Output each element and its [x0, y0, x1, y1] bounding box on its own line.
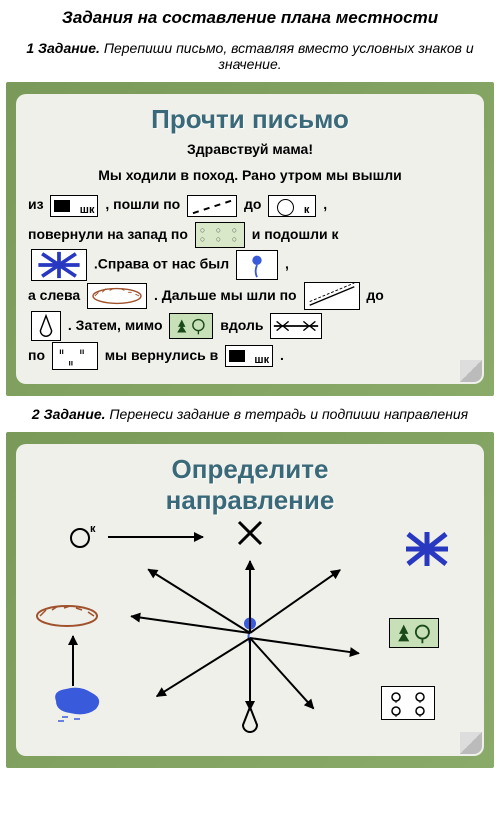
- well-label: к: [304, 199, 310, 222]
- card2: Определите направление к: [16, 444, 484, 756]
- task1-number: 1 Задание.: [26, 40, 100, 56]
- arrow-se: [249, 637, 314, 709]
- t: из: [28, 196, 44, 212]
- task1-instruction: Перепиши письмо, вставляя вместо условны…: [104, 40, 474, 56]
- t: вдоль: [220, 317, 263, 333]
- diagram-forest: [386, 618, 442, 648]
- diagram-garden: [378, 686, 438, 720]
- line5: а слева . Дальше мы шли по до: [28, 281, 472, 310]
- letter-greeting: Здравствуй мама!: [28, 141, 472, 157]
- card2-wrap: Определите направление к: [6, 432, 494, 768]
- task2-text: 2 Задание. Перенеси задание в тетрадь и …: [6, 406, 494, 422]
- corner-fold-icon: [460, 360, 482, 382]
- arrow-e: [250, 637, 359, 654]
- t: , пошли по: [105, 196, 180, 212]
- symbol-footpath: [187, 195, 237, 217]
- card1-title: Прочти письмо: [28, 104, 472, 135]
- t: ,: [323, 196, 327, 212]
- symbol-ravine: [87, 283, 147, 309]
- diagram-lake: [48, 683, 112, 728]
- svg-text:ıı: ıı: [80, 346, 85, 356]
- line4: .Справа от нас был ,: [28, 249, 472, 281]
- letter-body: Мы ходили в поход. Рано утром мы вышли и…: [28, 161, 472, 370]
- arrow-n: [249, 561, 251, 633]
- arrow-ne: [249, 569, 340, 634]
- symbol-spring: [236, 250, 278, 280]
- corner-fold-icon2: [460, 732, 482, 754]
- symbol-windmill: [31, 249, 87, 281]
- line3: повернули на запад по и подошли к: [28, 220, 472, 249]
- card1-wrap: Прочти письмо Здравствуй мама! Мы ходили…: [6, 82, 494, 396]
- t: ,: [285, 256, 289, 272]
- t: . Дальше мы шли по: [154, 287, 297, 303]
- card2-title1: Определите: [28, 454, 472, 485]
- diagram-well: к: [66, 522, 100, 555]
- t: мы вернулись в: [105, 347, 218, 363]
- direction-diagram: к: [28, 522, 472, 742]
- symbol-trail: [304, 282, 360, 310]
- symbol-meadow: ıııııı: [52, 342, 98, 370]
- symbol-well: к: [268, 195, 316, 217]
- task1-text: 1 Задание. Перепиши письмо, вставляя вме…: [6, 40, 494, 72]
- card1: Прочти письмо Здравствуй мама! Мы ходили…: [16, 94, 484, 384]
- diagram-bluemill: [402, 530, 452, 573]
- svg-text:к: к: [90, 523, 96, 535]
- school-label2: шк: [254, 349, 269, 372]
- school-label: шк: [80, 199, 95, 222]
- arrow-w: [131, 616, 250, 635]
- symbol-school-end: шк: [225, 345, 273, 367]
- symbol-swamp-drop: [31, 311, 61, 341]
- t: до: [366, 287, 383, 303]
- t: а слева: [28, 287, 80, 303]
- arrow-sw: [156, 637, 250, 697]
- line6: . Затем, мимо вдоль: [28, 311, 472, 341]
- main-title: Задания на составление плана местности: [6, 8, 494, 28]
- t: . Затем, мимо: [68, 317, 163, 333]
- arrow-s: [249, 638, 251, 710]
- svg-text:ıı: ıı: [59, 346, 64, 356]
- symbol-garden: [195, 222, 245, 248]
- t: до: [244, 196, 261, 212]
- t: и подошли к: [252, 226, 339, 242]
- card2-title2: направление: [28, 485, 472, 516]
- symbol-railway: [270, 313, 322, 339]
- task2-instruction: Перенеси задание в тетрадь и подпиши нап…: [109, 406, 468, 422]
- line2: из шк , пошли по до к ,: [28, 190, 472, 219]
- diagram-ravine: [34, 600, 100, 637]
- t: по: [28, 347, 45, 363]
- t: .Справа от нас был: [94, 256, 229, 272]
- t: .: [280, 347, 284, 363]
- line1: Мы ходили в поход. Рано утром мы вышли: [28, 161, 472, 190]
- arrow-lake-to-ravine: [72, 636, 74, 686]
- t: повернули на запад по: [28, 226, 188, 242]
- diagram-drop: [236, 705, 264, 740]
- task2-number: 2 Задание.: [32, 406, 106, 422]
- line7: по ıııııı мы вернулись в шк .: [28, 341, 472, 370]
- task1-instruction2: значение.: [218, 56, 281, 72]
- symbol-school: шк: [50, 195, 98, 217]
- diagram-windmill: [235, 518, 265, 553]
- arrow-well-to-mill: [108, 536, 203, 538]
- svg-text:ıı: ıı: [68, 357, 73, 367]
- symbol-forest: [169, 313, 213, 339]
